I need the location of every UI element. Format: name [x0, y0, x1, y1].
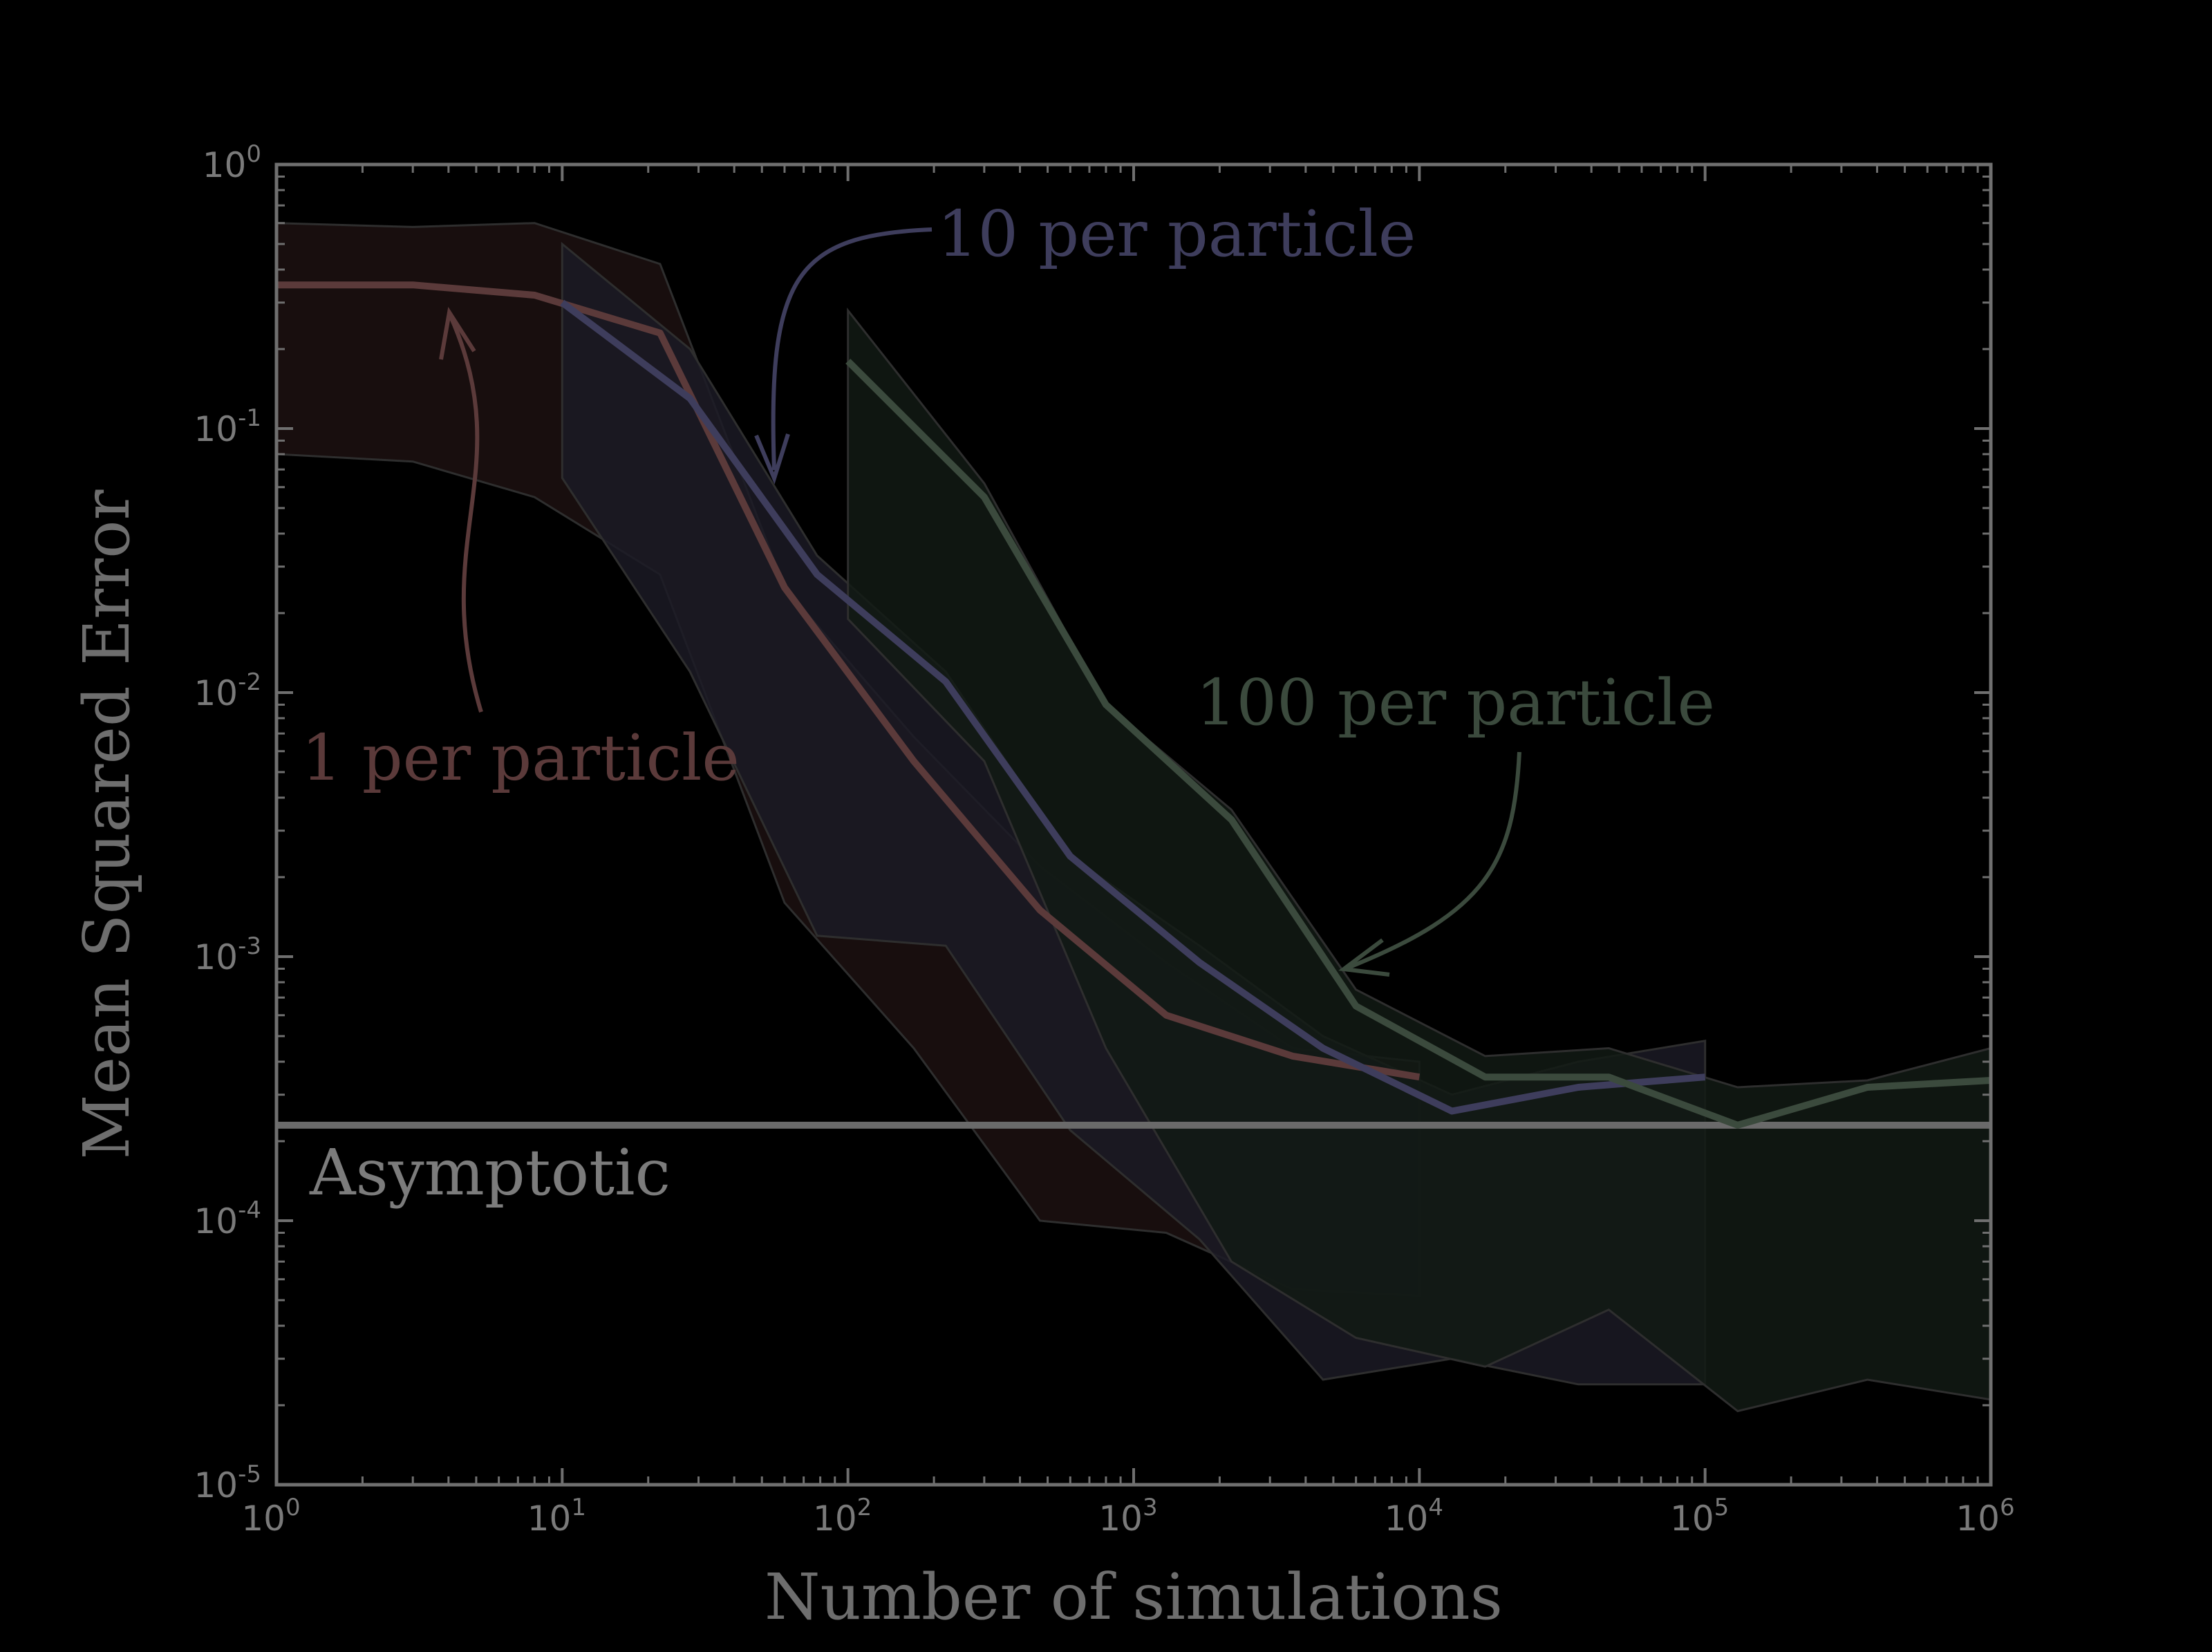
- line-series-2: [560, 299, 1706, 1115]
- y-tick-label: 10-4: [194, 1196, 261, 1241]
- x-tick-label: 101: [527, 1494, 586, 1539]
- x-tick-label: 103: [1098, 1494, 1157, 1539]
- x-tick-label: 102: [813, 1494, 872, 1539]
- annotation-arrow-1: [449, 315, 483, 713]
- y-tick-label: 100: [203, 140, 261, 185]
- annotation-10-per-particle: 10 per particle: [937, 197, 1416, 271]
- y-axis-title: Mean Squared Error: [70, 489, 144, 1159]
- annotation-arrowhead-1: [439, 306, 476, 360]
- annotation-100-per-particle: 100 per particle: [1196, 666, 1715, 740]
- series-lines: [276, 281, 1991, 1129]
- plot-frame: [274, 162, 1993, 1487]
- x-tick-label: 106: [1956, 1494, 2014, 1539]
- line-series-1: [276, 281, 1421, 1081]
- y-tick-label: 10-2: [194, 668, 261, 713]
- line-series-3: [845, 358, 1991, 1129]
- annotation-1-per-particle: 1 per particle: [301, 721, 740, 795]
- x-tick-label: 104: [1385, 1494, 1443, 1539]
- annotation-arrow-100: [1347, 751, 1521, 970]
- x-axis-title: Number of simulations: [765, 1560, 1503, 1634]
- x-tick-label: 105: [1670, 1494, 1729, 1539]
- y-tick-label: 10-3: [194, 932, 261, 977]
- confidence-bands: [275, 222, 1992, 1413]
- asymptotic-label: Asymptotic: [309, 1136, 671, 1210]
- annotation-arrow-10: [771, 227, 932, 471]
- annotation-arrowhead-100: [1338, 938, 1390, 977]
- annotation-arrowhead-10: [754, 433, 790, 485]
- x-tick-label: 100: [241, 1494, 300, 1539]
- y-tick-label: 10-5: [194, 1461, 261, 1505]
- tick-labels: 100 101 102 103 104 105 106 100 10-1 10-2 10-3 10-4…: [194, 140, 2014, 1539]
- y-tick-label: 10-1: [194, 404, 261, 449]
